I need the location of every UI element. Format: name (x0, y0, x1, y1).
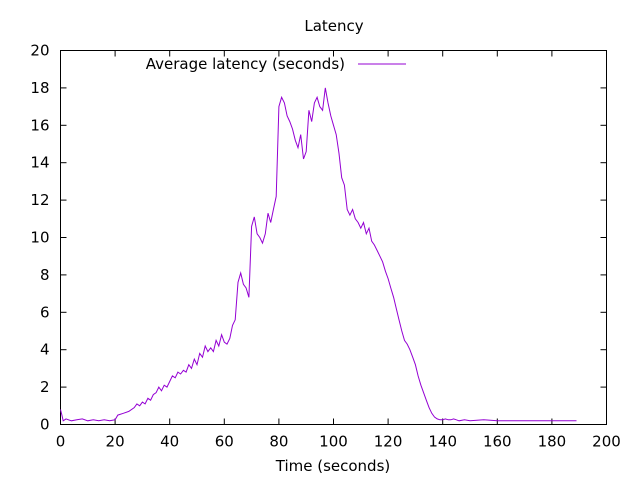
y-axis-tick-labels: 0 2 4 6 8 10 12 14 16 18 20 (30, 42, 49, 434)
x-tick-label: 180 (538, 433, 567, 451)
y-tick-label: 20 (30, 42, 49, 60)
axis-ticks (60, 50, 607, 425)
y-tick-label: 2 (40, 378, 50, 396)
x-tick-label: 40 (160, 433, 179, 451)
x-tick-label: 120 (374, 433, 403, 451)
y-tick-label: 14 (30, 154, 49, 172)
y-tick-label: 4 (40, 341, 50, 359)
series-line-average-latency (60, 87, 577, 422)
x-tick-label: 140 (428, 433, 457, 451)
y-tick-label: 6 (40, 303, 50, 321)
y-tick-label: 12 (30, 191, 49, 209)
x-tick-label: 0 (56, 433, 66, 451)
y-tick-label: 18 (30, 79, 49, 97)
x-axis-label: Time (seconds) (275, 457, 391, 475)
y-tick-label: 0 (40, 416, 50, 434)
x-tick-label: 200 (592, 433, 621, 451)
x-tick-label: 100 (319, 433, 348, 451)
x-tick-label: 80 (269, 433, 288, 451)
y-tick-label: 10 (30, 229, 49, 247)
chart-title: Latency (304, 17, 363, 35)
x-tick-label: 160 (483, 433, 512, 451)
y-tick-label: 16 (30, 116, 49, 134)
legend: Average latency (seconds) (146, 55, 406, 73)
x-tick-label: 60 (215, 433, 234, 451)
x-tick-label: 20 (106, 433, 125, 451)
legend-entry-label: Average latency (seconds) (146, 55, 345, 73)
x-axis-tick-labels: 0 20 40 60 80 100 120 140 160 180 200 (56, 433, 621, 451)
y-tick-label: 8 (40, 266, 50, 284)
